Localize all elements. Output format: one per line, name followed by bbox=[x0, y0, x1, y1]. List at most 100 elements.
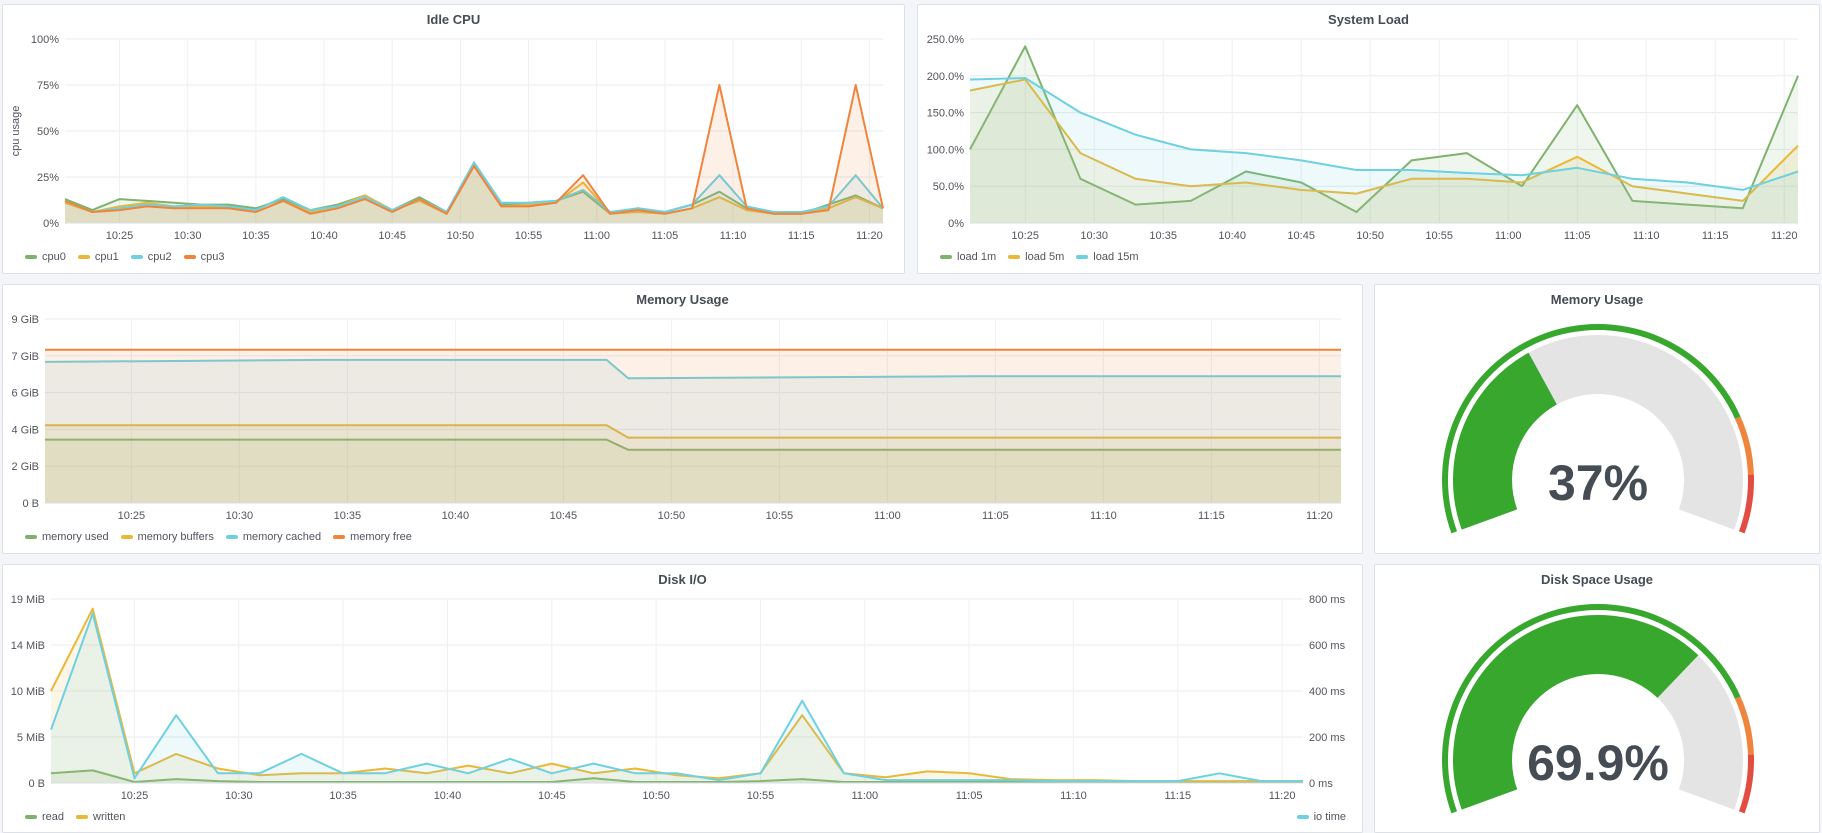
x-tick-label: 11:00 bbox=[874, 510, 901, 522]
series-area bbox=[970, 46, 1798, 224]
threshold-red bbox=[1738, 754, 1754, 814]
legend-swatch bbox=[940, 255, 952, 259]
legend-label: cpu3 bbox=[200, 251, 225, 263]
series-line bbox=[45, 438, 1341, 451]
legend-item[interactable]: memory used bbox=[25, 531, 109, 543]
y-tick-label: 250.0% bbox=[927, 34, 965, 46]
system-load-panel: System Load 0% 50.0% 100.0% 150.0% 200.0% 250… bbox=[917, 4, 1820, 274]
y-tick-label: 19 MiB bbox=[11, 594, 45, 606]
legend-item[interactable]: cpu1 bbox=[77, 251, 119, 263]
legend-label: memory cached bbox=[242, 531, 322, 543]
legend-label: written bbox=[93, 811, 126, 823]
series-line bbox=[969, 78, 1799, 202]
panel-title[interactable]: Memory Usage bbox=[636, 292, 729, 307]
panel-title[interactable]: Memory Usage bbox=[1550, 292, 1644, 307]
legend-item[interactable]: read bbox=[25, 811, 64, 823]
legend-swatch bbox=[225, 535, 238, 539]
x-tick-label: 10:55 bbox=[1425, 230, 1453, 242]
series-line bbox=[44, 358, 1341, 380]
x-tick-label: 10:55 bbox=[747, 790, 775, 802]
legend-item[interactable]: load 15m bbox=[1076, 251, 1139, 263]
legend-item[interactable]: cpu0 bbox=[25, 251, 66, 263]
legend-item[interactable]: load 5m bbox=[1008, 251, 1064, 263]
legend-swatch bbox=[77, 255, 90, 259]
x-tick-label: 11:20 bbox=[1771, 230, 1798, 242]
memory-usage-chart[interactable]: 0 B 2 GiB 4 GiB 6 GiB 7 GiB 9 GiB 10:25 10:30 10… bbox=[3, 285, 1363, 554]
x-tick-label: 10:25 bbox=[1011, 230, 1039, 242]
memory-gauge-panel: Memory Usage 37% bbox=[1374, 284, 1820, 554]
y-tick-label: 7 GiB bbox=[11, 351, 39, 363]
legend-label: cpu1 bbox=[94, 251, 119, 263]
disk-io-panel: Disk I/O 0 B 5 MiB 10 MiB 14 MiB 19 MiB 0 ms 2… bbox=[2, 564, 1363, 833]
x-tick-label: 10:40 bbox=[1218, 230, 1246, 242]
y-tick-label-right: 600 ms bbox=[1309, 640, 1346, 652]
x-tick-label: 11:20 bbox=[1269, 790, 1296, 802]
legend: cpu0 cpu1 cpu2 cpu3 bbox=[25, 251, 224, 263]
panel-title[interactable]: Idle CPU bbox=[426, 12, 481, 27]
legend-item[interactable]: io time bbox=[1296, 811, 1346, 823]
x-tick-label: 10:50 bbox=[658, 510, 686, 522]
y-tick-label: 100.0% bbox=[927, 144, 965, 156]
y-tick-label: 25% bbox=[37, 172, 59, 184]
x-tick-label: 10:55 bbox=[766, 510, 794, 522]
series-area bbox=[51, 770, 1303, 783]
y-tick-label-right: 0 ms bbox=[1309, 778, 1333, 790]
panel-title[interactable]: Disk I/O bbox=[658, 572, 707, 587]
series-line bbox=[50, 612, 1303, 783]
y-tick-label: 0% bbox=[948, 218, 964, 230]
legend-label: cpu2 bbox=[147, 251, 172, 263]
legend-swatch bbox=[76, 815, 89, 819]
y-tick-label-right: 400 ms bbox=[1309, 686, 1346, 698]
legend-item[interactable]: memory cached bbox=[225, 531, 322, 543]
y-tick-label: 50.0% bbox=[933, 181, 964, 193]
threshold-red bbox=[1738, 474, 1754, 534]
x-tick-label: 10:50 bbox=[1356, 230, 1384, 242]
legend-label: read bbox=[42, 811, 65, 823]
idle-cpu-chart[interactable]: 0% 25% 50% 75% 100% 10:25 10:30 10:35 10:40 10:45… bbox=[3, 5, 905, 274]
legend-item[interactable]: cpu2 bbox=[130, 251, 172, 263]
series-area bbox=[51, 613, 1303, 783]
series-line bbox=[969, 77, 1799, 191]
legend-item[interactable]: load 1m bbox=[940, 251, 996, 263]
x-tick-label: 10:55 bbox=[515, 230, 543, 242]
x-tick-label: 10:50 bbox=[642, 790, 670, 802]
x-tick-label: 10:25 bbox=[121, 790, 149, 802]
series-line bbox=[50, 607, 1303, 783]
legend-swatch bbox=[130, 255, 143, 259]
legend: read written bbox=[25, 811, 125, 823]
gauge-value-arc bbox=[1453, 352, 1557, 530]
panel-title[interactable]: System Load bbox=[1328, 12, 1409, 27]
x-tick-label: 10:35 bbox=[242, 230, 270, 242]
panel-title[interactable]: Disk Space Usage bbox=[1540, 572, 1653, 587]
legend-item[interactable]: memory buffers bbox=[120, 531, 214, 543]
y-tick-label: 200.0% bbox=[927, 71, 965, 83]
x-tick-label: 11:05 bbox=[1564, 230, 1591, 242]
x-tick-label: 11:15 bbox=[1164, 790, 1191, 802]
idle-cpu-panel: Idle CPU 0% 25% 50% 75% 100% 10:25 10:30 10:35 1… bbox=[2, 4, 905, 274]
x-tick-label: 11:05 bbox=[652, 230, 679, 242]
x-tick-label: 10:35 bbox=[1149, 230, 1177, 242]
series-area bbox=[970, 78, 1798, 223]
y-tick-label: 50% bbox=[37, 126, 59, 138]
x-tick-label: 10:30 bbox=[174, 230, 202, 242]
x-tick-label: 10:40 bbox=[442, 510, 470, 522]
system-load-chart[interactable]: 0% 50.0% 100.0% 150.0% 200.0% 250.0% 10:25 10:3… bbox=[918, 5, 1820, 274]
series-area bbox=[45, 359, 1341, 503]
series-area bbox=[45, 425, 1341, 503]
y-tick-label: 0% bbox=[43, 218, 59, 230]
y-tick-label: 0 B bbox=[28, 778, 45, 790]
legend-swatch bbox=[333, 535, 346, 539]
disk-io-chart[interactable]: 0 B 5 MiB 10 MiB 14 MiB 19 MiB 0 ms 200 ms 400 … bbox=[3, 565, 1363, 833]
y-tick-label-right: 200 ms bbox=[1309, 732, 1346, 744]
legend-item[interactable]: memory free bbox=[333, 531, 412, 543]
series-area bbox=[45, 439, 1341, 503]
legend-item[interactable]: written bbox=[76, 811, 125, 823]
x-tick-label: 10:30 bbox=[1080, 230, 1108, 242]
legend-swatch bbox=[1076, 255, 1089, 259]
y-tick-label: 100% bbox=[31, 34, 59, 46]
y-tick-label: 5 MiB bbox=[17, 732, 45, 744]
series-area bbox=[51, 608, 1303, 783]
legend-item[interactable]: cpu3 bbox=[183, 251, 225, 263]
y-tick-label: 75% bbox=[37, 80, 59, 92]
legend: load 1m load 5m load 15m bbox=[940, 251, 1139, 263]
